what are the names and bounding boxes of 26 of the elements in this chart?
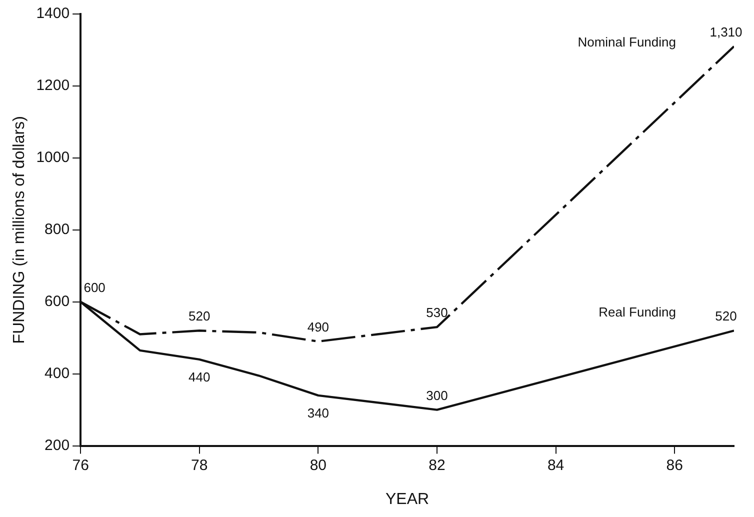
y-tick-label: 1000 xyxy=(36,149,70,166)
x-tick-label: 80 xyxy=(310,456,327,474)
x-tick-label: 78 xyxy=(191,456,208,474)
x-tick-label: 86 xyxy=(666,456,683,474)
data-label: 490 xyxy=(307,319,330,334)
data-label: 300 xyxy=(426,388,448,403)
y-tick-label: 1400 xyxy=(36,5,70,22)
y-tick-label: 1200 xyxy=(36,77,70,94)
data-label: 600 xyxy=(84,280,106,295)
series-label: Real Funding xyxy=(598,304,676,320)
y-axis-title: FUNDING (in millions of dollars) xyxy=(11,116,28,344)
x-tick-label: 76 xyxy=(72,456,89,474)
y-tick-label: 600 xyxy=(44,293,70,310)
data-label: 1,310 xyxy=(710,24,742,40)
data-label: 340 xyxy=(307,405,330,420)
text: Nominal Funding xyxy=(578,34,676,50)
data-label: 440 xyxy=(188,369,210,384)
data-label: 530 xyxy=(426,305,448,320)
y-tick-label: 200 xyxy=(44,436,70,454)
data-label: 520 xyxy=(715,308,737,324)
y-tick-label: 400 xyxy=(44,364,70,382)
x-tick-label: 82 xyxy=(428,456,446,474)
x-axis-title: YEAR xyxy=(385,490,430,508)
x-tick-label: 84 xyxy=(547,456,564,474)
data-label: 520 xyxy=(188,308,210,324)
y-tick-label: 800 xyxy=(44,221,70,238)
